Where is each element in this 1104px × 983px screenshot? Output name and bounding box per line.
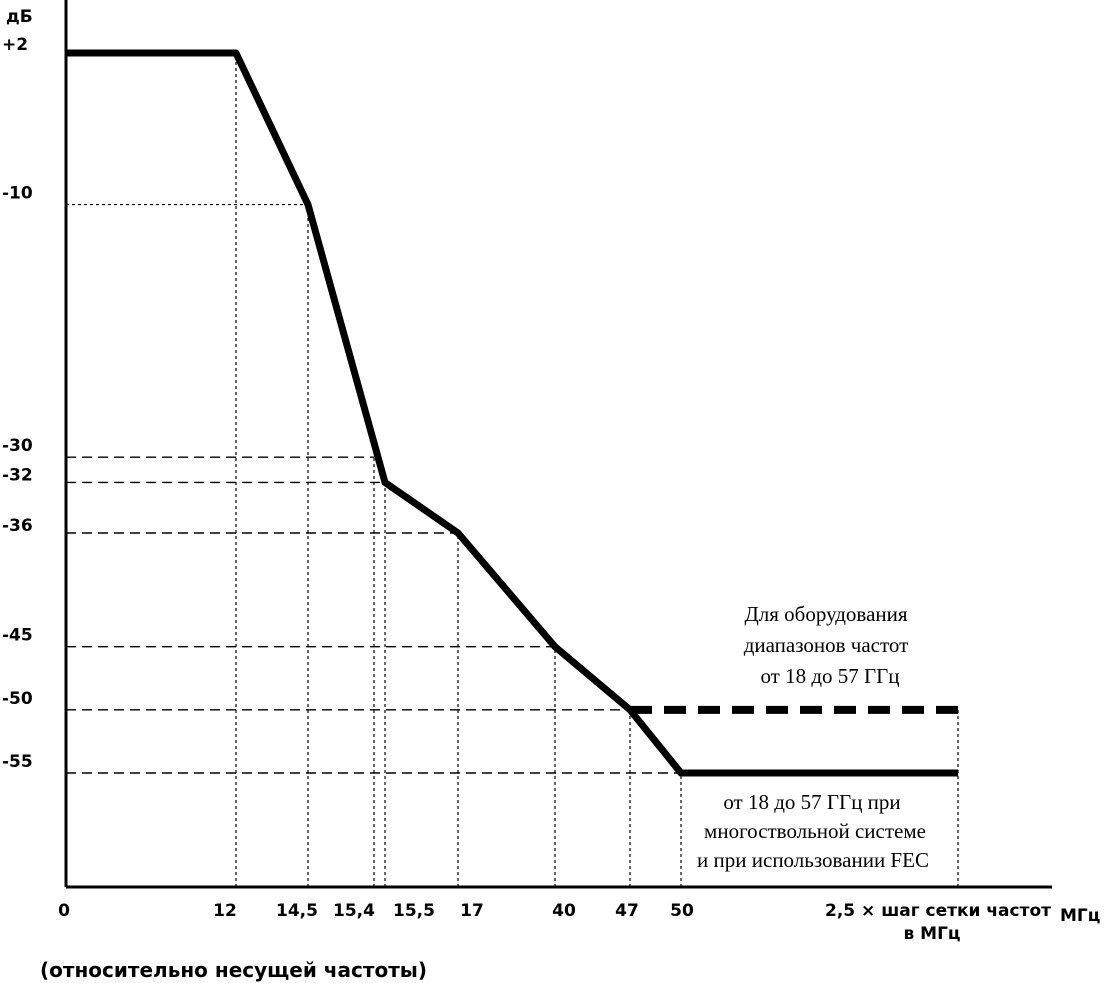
x-tick-label-line2: в МГц (903, 924, 960, 944)
y-axis-unit-label: дБ (6, 7, 33, 27)
y-tick-label: -36 (2, 516, 33, 536)
x-axis-note: (относительно несущей частоты) (40, 958, 427, 982)
x-tick-label: 0 (58, 901, 70, 921)
y-tick-label: -55 (2, 752, 33, 772)
x-tick-label: 2,5 × шаг сетки частот (825, 901, 1051, 921)
y-tick-label: +2 (2, 35, 28, 55)
solid-mask-line (66, 49, 958, 777)
dashed-series-annotation: Для оборудования диапазонов частот от 18… (744, 602, 909, 688)
x-tick-label: 17 (460, 901, 484, 921)
dashed-annotation-line-1: Для оборудования (744, 602, 907, 626)
x-tick-label: 15,4 (333, 901, 375, 921)
solid-series-annotation: от 18 до 57 ГГц при многоствольной систе… (697, 790, 929, 872)
solid-annotation-line-2: многоствольной системе (704, 819, 926, 843)
x-tick-label: 15,5 (393, 901, 435, 921)
x-tick-label: 40 (552, 901, 576, 921)
axes (64, 0, 1052, 889)
solid-annotation-line-3: и при использовании FEC (697, 848, 929, 872)
x-tick-label: 14,5 (276, 901, 318, 921)
x-axis-unit-label: МГц (1060, 906, 1100, 926)
y-tick-label: -32 (2, 465, 33, 485)
dashed-annotation-line-3: от 18 до 57 ГГц (760, 664, 899, 688)
y-tick-label: -50 (2, 689, 33, 709)
x-tick-label: 47 (615, 901, 639, 921)
x-tick-label: 12 (213, 901, 237, 921)
dashed-annotation-line-2: диапазонов частот (744, 633, 909, 657)
y-tick-label: -10 (2, 184, 33, 204)
mask-series (66, 49, 958, 777)
solid-annotation-line-1: от 18 до 57 ГГц при (723, 790, 900, 814)
x-tick-label: 50 (670, 901, 694, 921)
y-tick-label: -30 (2, 436, 33, 456)
guide-lines (66, 53, 959, 887)
y-tick-label: -45 (2, 626, 33, 646)
tick-labels: +2 -10 -30 -32 -36 -45 -50 -55 0 12 14,5 15,4 15,5 17… (2, 35, 1051, 944)
